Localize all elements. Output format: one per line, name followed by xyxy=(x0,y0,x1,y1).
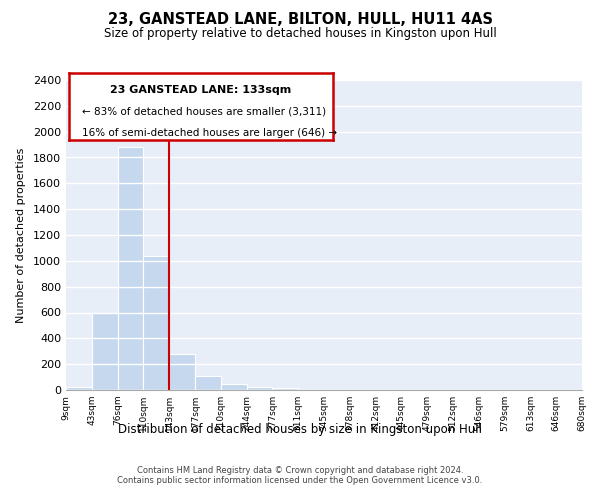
Bar xyxy=(143,256,169,390)
Bar xyxy=(221,384,247,390)
Bar xyxy=(66,388,92,390)
Bar xyxy=(195,376,221,390)
Bar xyxy=(118,147,143,390)
Text: ← 83% of detached houses are smaller (3,311): ← 83% of detached houses are smaller (3,… xyxy=(82,106,326,116)
Bar xyxy=(169,354,195,390)
Y-axis label: Number of detached properties: Number of detached properties xyxy=(16,148,26,322)
Text: Size of property relative to detached houses in Kingston upon Hull: Size of property relative to detached ho… xyxy=(104,28,496,40)
Text: Distribution of detached houses by size in Kingston upon Hull: Distribution of detached houses by size … xyxy=(118,422,482,436)
Bar xyxy=(92,312,118,390)
Text: 16% of semi-detached houses are larger (646) →: 16% of semi-detached houses are larger (… xyxy=(82,128,337,138)
Bar xyxy=(272,388,298,390)
Text: Contains HM Land Registry data © Crown copyright and database right 2024.
Contai: Contains HM Land Registry data © Crown c… xyxy=(118,466,482,485)
Text: 23, GANSTEAD LANE, BILTON, HULL, HU11 4AS: 23, GANSTEAD LANE, BILTON, HULL, HU11 4A… xyxy=(107,12,493,28)
Bar xyxy=(247,388,272,390)
Text: 23 GANSTEAD LANE: 133sqm: 23 GANSTEAD LANE: 133sqm xyxy=(110,84,292,94)
